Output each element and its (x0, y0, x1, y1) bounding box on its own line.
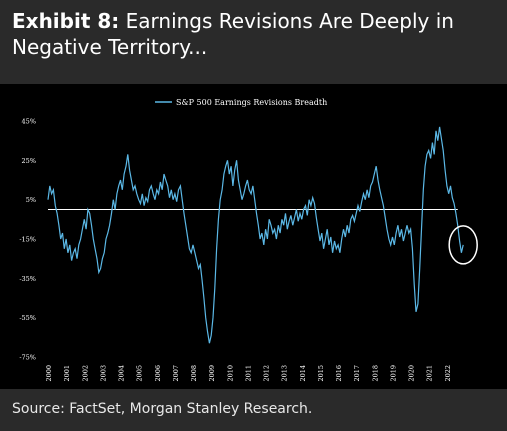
y-axis: 45% 25% 5% -15% -35% -55% -75% (19, 118, 36, 362)
x-tick-label: 2020 (408, 365, 416, 382)
exhibit-heading: Earnings Revisions Are Deeply in Negativ… (12, 9, 454, 59)
y-tick-label: -55% (19, 314, 36, 322)
x-tick-label: 2012 (263, 365, 271, 382)
y-tick-label: 5% (26, 196, 36, 204)
x-tick-label: 2014 (299, 365, 307, 382)
x-tick-label: 2001 (63, 365, 71, 382)
y-tick-label: -75% (19, 354, 36, 362)
x-axis: 2000 2001 2002 2003 2004 2005 2006 2007 2008 2009… (45, 365, 452, 382)
exhibit-number: Exhibit 8: (12, 9, 120, 33)
x-tick-label: 2017 (353, 365, 361, 382)
x-tick-label: 2015 (317, 365, 325, 382)
x-tick-label: 2018 (371, 365, 379, 382)
chart-svg: S&P 500 Earnings Revisions Breadth 45% 25… (19, 98, 478, 382)
x-tick-label: 2008 (190, 365, 198, 382)
chart-panel: S&P 500 Earnings Revisions Breadth 45% 25… (0, 84, 507, 389)
exhibit-title: Exhibit 8: Earnings Revisions Are Deeply… (12, 8, 492, 60)
x-tick-label: 2002 (81, 365, 89, 382)
y-tick-label: -15% (19, 236, 36, 244)
legend: S&P 500 Earnings Revisions Breadth (155, 98, 327, 107)
x-tick-label: 2003 (99, 365, 107, 382)
y-tick-label: 45% (22, 118, 36, 126)
legend-label: S&P 500 Earnings Revisions Breadth (176, 98, 327, 107)
x-tick-label: 2009 (208, 365, 216, 382)
x-tick-label: 2006 (154, 365, 162, 382)
x-tick-label: 2005 (136, 365, 144, 382)
x-tick-label: 2004 (118, 365, 126, 382)
x-tick-label: 2022 (444, 365, 452, 382)
x-tick-label: 2010 (226, 365, 234, 382)
x-tick-label: 2011 (244, 365, 252, 382)
series-line-earnings-revisions-breadth (47, 126, 464, 344)
x-tick-label: 2013 (281, 365, 289, 382)
y-tick-label: 25% (22, 157, 36, 165)
x-tick-label: 2021 (426, 365, 434, 382)
source-note: Source: FactSet, Morgan Stanley Research… (12, 401, 313, 417)
x-tick-label: 2016 (335, 365, 343, 382)
x-tick-label: 2019 (389, 365, 397, 382)
highlight-circle (448, 225, 478, 265)
x-tick-label: 2000 (45, 365, 53, 382)
x-tick-label: 2007 (172, 365, 180, 382)
y-tick-label: -35% (19, 275, 36, 283)
